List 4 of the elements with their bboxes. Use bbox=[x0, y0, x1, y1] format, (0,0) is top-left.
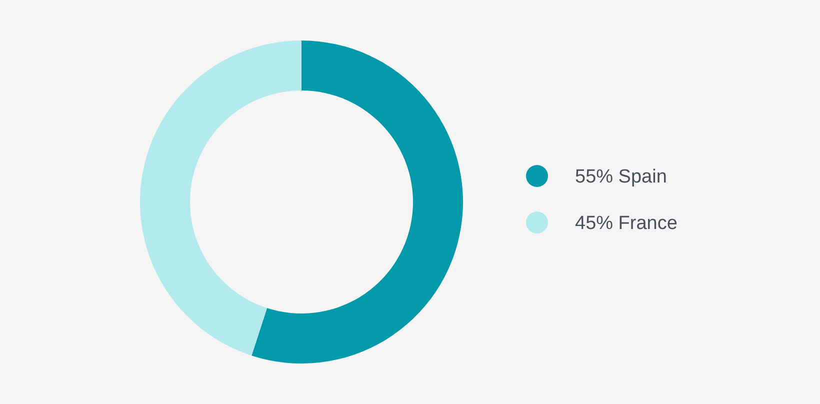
legend-label: 45% France bbox=[575, 213, 678, 234]
donut-slice bbox=[140, 40, 302, 356]
donut-slice bbox=[252, 40, 463, 364]
legend-label: 55% Spain bbox=[575, 166, 667, 188]
